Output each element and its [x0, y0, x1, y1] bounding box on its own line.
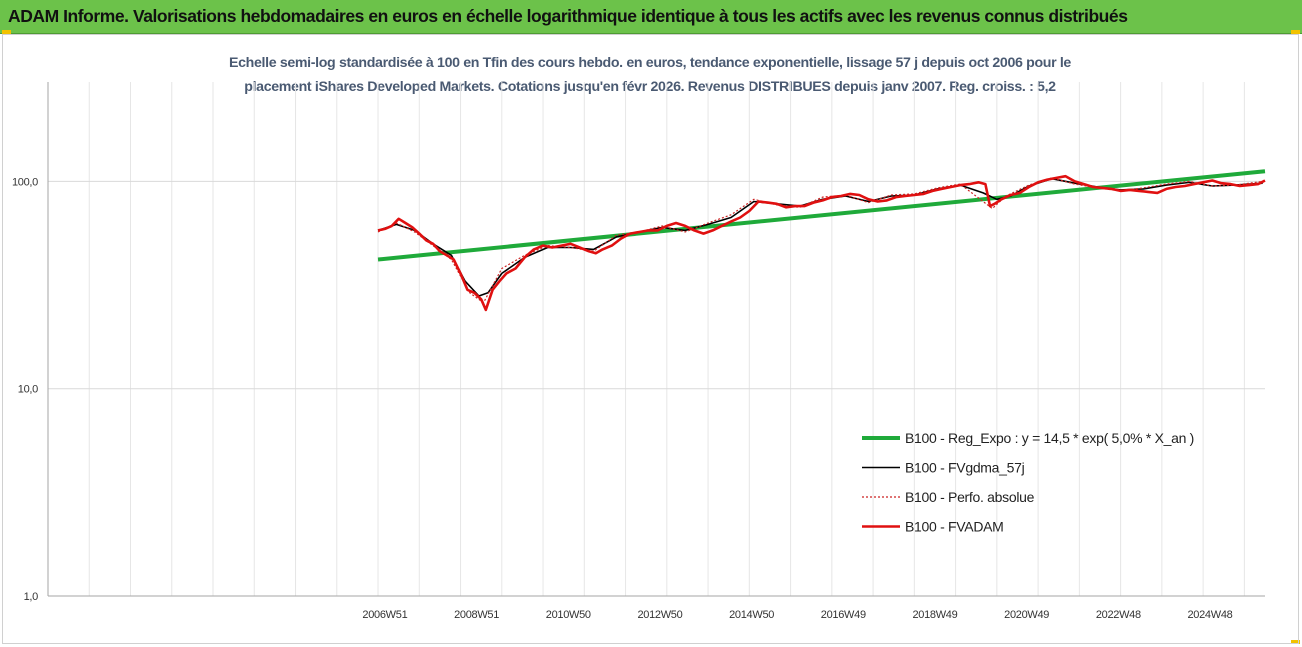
title-bar: ADAM Informe. Valorisations hebdomadaire…: [0, 0, 1302, 34]
x-tick-label: 2024W48: [1187, 609, 1232, 621]
chart-title-line-2: placement iShares Developed Markets. Cot…: [244, 79, 1056, 95]
legend-label-fvadam: B100 - FVADAM: [905, 519, 1004, 535]
x-tick-label: 2008W51: [454, 609, 499, 621]
legend-label-perfo: B100 - Perfo. absolue: [905, 489, 1035, 505]
series-line-perfo: [377, 177, 1263, 304]
series-line-fvadam: [377, 174, 1266, 312]
x-tick-label: 2006W51: [362, 609, 407, 621]
series-line-trend: [377, 169, 1266, 262]
x-tick-label: 2010W50: [546, 609, 591, 621]
tick-labels: 1,0 10,0 100,0 2006W51 2008W51 2010W50 2012W50…: [12, 176, 1233, 621]
y-tick-label: 100,0: [12, 176, 38, 188]
x-tick-label: 2018W49: [912, 609, 957, 621]
vertical-grid: [88, 82, 1245, 596]
y-tick-label: 10,0: [18, 384, 38, 396]
horizontal-grid: [48, 180, 1265, 597]
x-tick-label: 2014W50: [729, 609, 774, 621]
x-tick-label: 2012W50: [637, 609, 682, 621]
chart-frame: [2, 34, 1299, 644]
x-tick-label: 2022W48: [1096, 609, 1141, 621]
legend-label-trend: B100 - Reg_Expo : y = 14,5 * exp( 5,0% *…: [905, 430, 1194, 446]
series-line-fvgdma: [377, 177, 1263, 297]
axes: [47, 82, 1265, 597]
chart-title-line-1: Echelle semi-log standardisée à 100 en T…: [229, 55, 1071, 71]
series-layer: [377, 169, 1266, 312]
corner-marker-bottom-right: [1291, 640, 1300, 644]
y-tick-label: 1,0: [24, 591, 39, 603]
x-tick-label: 2020W49: [1004, 609, 1049, 621]
report-title: ADAM Informe. Valorisations hebdomadaire…: [8, 6, 1128, 26]
x-tick-label: 2016W49: [821, 609, 866, 621]
corner-marker-right: [1291, 30, 1300, 34]
legend-label-fvgdma: B100 - FVgdma_57j: [905, 460, 1025, 476]
legend: B100 - Reg_Expo : y = 14,5 * exp( 5,0% *…: [862, 430, 1194, 535]
corner-marker-left: [2, 30, 11, 34]
